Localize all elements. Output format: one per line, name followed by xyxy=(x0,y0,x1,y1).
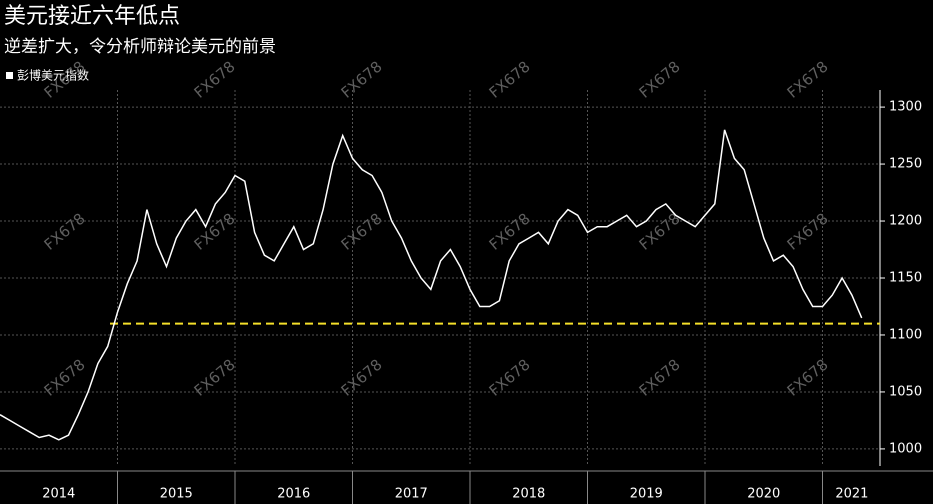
x-tick-label: 2018 xyxy=(512,487,545,502)
x-tick-label: 2014 xyxy=(42,487,75,502)
x-tick-label: 2021 xyxy=(835,487,868,502)
y-tick-label: 1000 xyxy=(889,441,922,456)
x-tick-label: 2017 xyxy=(395,487,428,502)
watermark: FX678 xyxy=(338,57,386,101)
watermark: FX678 xyxy=(191,209,239,253)
line-series xyxy=(0,129,863,441)
x-tick-label: 2015 xyxy=(160,487,193,502)
watermark: FX678 xyxy=(338,355,386,399)
y-tick-label: 1100 xyxy=(889,327,922,342)
chart-subtitle: 逆差扩大，令分析师辩论美元的前景 xyxy=(4,37,276,57)
watermark: FX678 xyxy=(636,57,684,101)
watermark: FX678 xyxy=(784,355,832,399)
legend-swatch xyxy=(6,72,13,79)
watermark: FX678 xyxy=(41,209,89,253)
watermark: FX678 xyxy=(636,355,684,399)
watermark: FX678 xyxy=(338,209,386,253)
y-tick-label: 1200 xyxy=(889,214,922,229)
watermark: FX678 xyxy=(191,57,239,101)
watermark: FX678 xyxy=(784,57,832,101)
x-tick-label: 2019 xyxy=(630,487,663,502)
watermark: FX678 xyxy=(486,57,534,101)
y-tick-label: 1250 xyxy=(889,157,922,172)
y-tick-label: 1150 xyxy=(889,271,922,286)
watermark: FX678 xyxy=(41,355,89,399)
y-tick-label: 1050 xyxy=(889,384,922,399)
watermark: FX678 xyxy=(784,209,832,253)
watermark: FX678 xyxy=(486,355,534,399)
x-tick-label: 2020 xyxy=(747,487,780,502)
x-tick-label: 2016 xyxy=(277,487,310,502)
watermark: FX678 xyxy=(486,209,534,253)
chart-title: 美元接近六年低点 xyxy=(4,4,180,29)
watermark: FX678 xyxy=(191,355,239,399)
y-tick-label: 1300 xyxy=(889,100,922,115)
legend-label: 彭博美元指数 xyxy=(17,68,89,83)
